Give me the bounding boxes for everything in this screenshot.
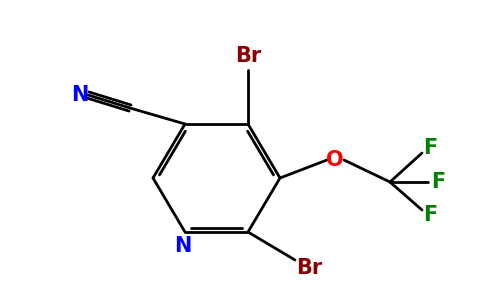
Text: O: O <box>326 150 344 170</box>
Text: Br: Br <box>235 46 261 66</box>
Text: N: N <box>174 236 192 256</box>
Text: N: N <box>71 85 89 105</box>
Text: F: F <box>423 138 437 158</box>
Text: F: F <box>423 205 437 225</box>
Text: Br: Br <box>296 258 322 278</box>
Text: F: F <box>431 172 445 192</box>
